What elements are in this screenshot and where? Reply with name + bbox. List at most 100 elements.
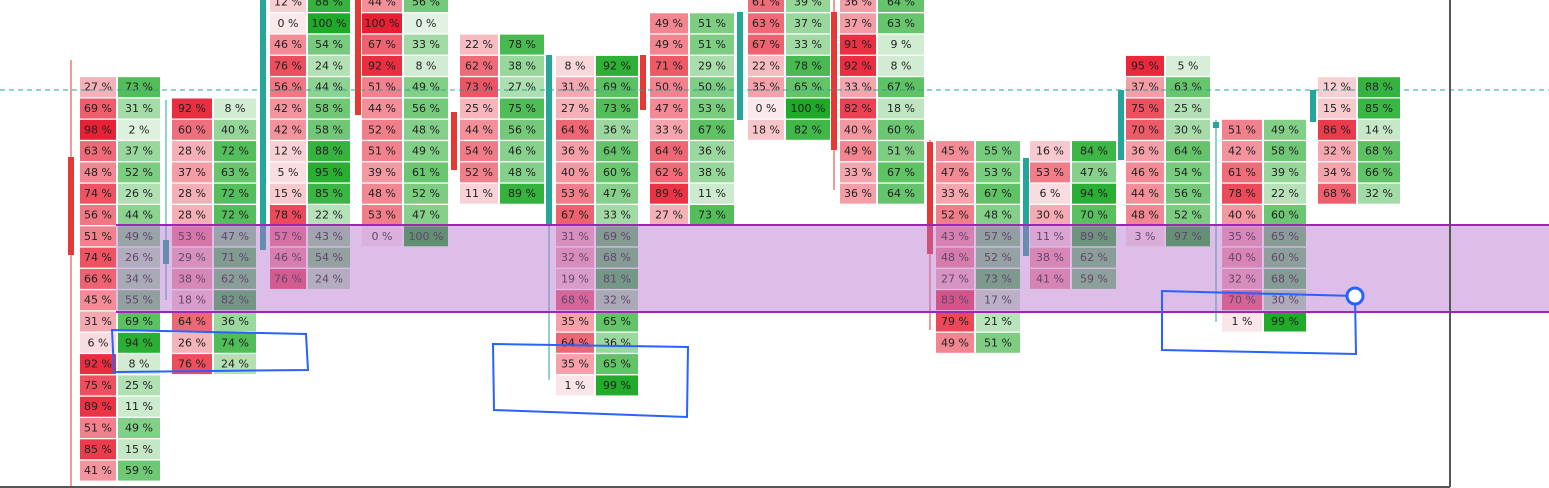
cell: [556, 77, 594, 98]
cell-label: 92 %: [844, 59, 872, 72]
cell-label: 65 %: [603, 315, 631, 328]
cell: [936, 141, 974, 162]
cell: [118, 247, 160, 268]
cell: [308, 34, 350, 55]
cell-label: 49 %: [412, 81, 440, 94]
cell: [270, 98, 306, 119]
cell-label: 32 %: [1323, 145, 1351, 158]
cell: [936, 268, 974, 289]
cell: [214, 226, 256, 247]
cell-label: 51 %: [698, 17, 726, 30]
cell-label: 31 %: [125, 102, 153, 115]
cell: [118, 77, 160, 98]
cell-label: 51 %: [1228, 123, 1256, 136]
cell: [1166, 183, 1210, 204]
cell: [308, 247, 350, 268]
cell-label: 53 %: [368, 209, 396, 222]
cell: [840, 162, 876, 183]
cell-label: 27 %: [561, 102, 589, 115]
cell: [270, 205, 306, 225]
cell: [976, 162, 1020, 183]
cell: [80, 311, 116, 332]
cell: [748, 98, 784, 119]
cell: [650, 13, 688, 34]
cell: [404, 205, 448, 225]
cell: [1166, 98, 1210, 119]
cell-label: 73 %: [698, 209, 726, 222]
cell-label: 92 %: [178, 102, 206, 115]
cell-label: 55 %: [125, 294, 153, 307]
cell-label: 28 %: [178, 187, 206, 200]
cell: [80, 205, 116, 225]
drag-handle[interactable]: [1345, 286, 1365, 306]
cell-label: 51 %: [368, 145, 396, 158]
cell: [690, 13, 734, 34]
cell: [1222, 311, 1262, 332]
cell-label: 14 %: [1365, 123, 1393, 136]
cell: [936, 162, 974, 183]
cell-label: 53 %: [561, 187, 589, 200]
candles: [68, 0, 1316, 488]
cell-label: 71 %: [655, 59, 683, 72]
cell-label: 53 %: [1036, 166, 1064, 179]
cell: [80, 460, 116, 481]
cell-label: 51 %: [887, 145, 915, 158]
cell-label: 66 %: [84, 272, 112, 285]
cell: [878, 34, 924, 55]
candle-body: [640, 55, 646, 110]
cell: [214, 290, 256, 311]
cell: [840, 98, 876, 119]
cell: [1222, 226, 1262, 247]
cell: [500, 55, 544, 76]
cell-label: 46 %: [274, 251, 302, 264]
cell-label: 62 %: [221, 272, 249, 285]
cell: [840, 119, 876, 140]
cell-label: 38 %: [698, 166, 726, 179]
cell: [1222, 119, 1262, 140]
cell: [270, 34, 306, 55]
cell: [748, 119, 784, 140]
cell: [596, 119, 638, 140]
cell: [1126, 55, 1164, 76]
drawn-box: [491, 342, 690, 419]
cell: [172, 354, 212, 375]
cell-label: 44 %: [1131, 187, 1159, 200]
cell-label: 40 %: [221, 123, 249, 136]
cell-label: 52 %: [1174, 209, 1202, 222]
cell: [976, 332, 1020, 353]
cell-label: 70 %: [1080, 209, 1108, 222]
cell-label: 88 %: [315, 0, 343, 9]
cell-label: 6 %: [1040, 187, 1061, 200]
candle-body: [1213, 122, 1219, 128]
cell: [878, 13, 924, 34]
cell: [1072, 162, 1116, 183]
cell: [840, 0, 876, 12]
cell-label: 53 %: [698, 102, 726, 115]
cell: [690, 119, 734, 140]
cell: [786, 119, 830, 140]
cell-label: 12 %: [1323, 81, 1351, 94]
cell-label: 31 %: [561, 230, 589, 243]
cell-label: 0 %: [756, 102, 777, 115]
cell-label: 59 %: [1080, 272, 1108, 285]
cell-label: 54 %: [1174, 166, 1202, 179]
cell-label: 64 %: [1174, 145, 1202, 158]
cell-label: 32 %: [561, 251, 589, 264]
cell-label: 44 %: [368, 0, 396, 9]
cell: [556, 141, 594, 162]
cell: [690, 55, 734, 76]
cell-label: 34 %: [125, 272, 153, 285]
cell: [976, 290, 1020, 311]
cell-label: 30 %: [1271, 294, 1299, 307]
cell-label: 29 %: [178, 251, 206, 264]
cell: [404, 55, 448, 76]
cell: [1318, 98, 1356, 119]
cell-label: 95 %: [315, 166, 343, 179]
cell: [936, 290, 974, 311]
cell: [1222, 290, 1262, 311]
cell-label: 58 %: [1271, 145, 1299, 158]
cell-label: 64 %: [178, 315, 206, 328]
cell: [1358, 141, 1400, 162]
cell: [214, 268, 256, 289]
cell-label: 11 %: [125, 400, 153, 413]
